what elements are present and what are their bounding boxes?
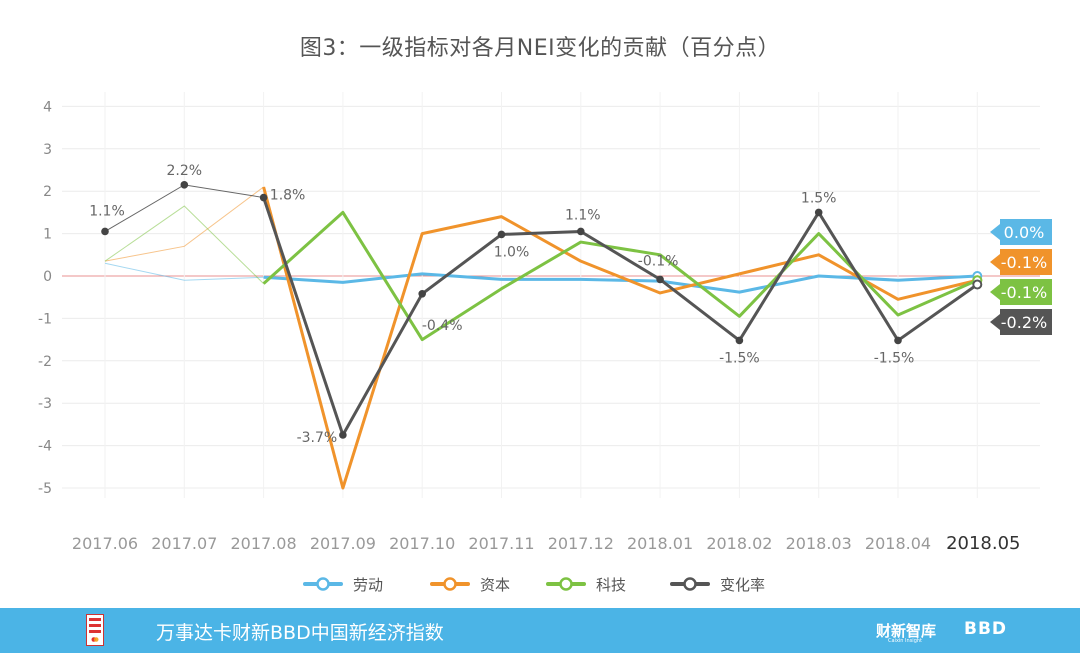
legend-label: 劳动 [353, 576, 383, 594]
legend-label: 科技 [596, 576, 626, 594]
series-line-资本-early [104, 186, 264, 262]
legend: 劳动 资本 科技 变化率 [303, 576, 765, 594]
series-line-科技-early [104, 205, 264, 284]
y-tick-label: 4 [43, 99, 52, 115]
y-tick-label: 2 [43, 184, 52, 200]
data-label: -1.5% [719, 350, 760, 366]
series-point [497, 230, 506, 239]
data-label: 1.8% [270, 188, 306, 204]
end-value-tag: 0.0% [990, 219, 1052, 245]
legend-label: 资本 [480, 576, 510, 594]
series-layer [101, 181, 983, 490]
data-label: -0.1% [638, 253, 679, 269]
series-point [735, 336, 744, 345]
y-tick-label: 3 [43, 142, 52, 158]
footer-title: 万事达卡财新BBD中国新经济指数 [156, 622, 444, 644]
end-label-layer: 0.0% -0.1% -0.1% -0.2% [990, 219, 1052, 335]
x-tick-label: 2018.04 [865, 534, 931, 553]
x-tick-label: 2017.06 [72, 534, 138, 553]
data-label: 2.2% [167, 163, 203, 179]
legend-swatch-marker [559, 577, 573, 591]
caixin-insight-logo: 财新智库 [876, 622, 937, 640]
end-value-tag-shape [990, 309, 1052, 335]
data-label: 1.0% [494, 244, 530, 260]
x-tick-label: 2018.01 [627, 534, 693, 553]
series-point [894, 336, 902, 345]
end-value-tag: -0.2% [990, 309, 1052, 335]
y-tick-label: -5 [38, 481, 52, 497]
axis-layer: 4 3 2 1 0 -1 -2 -3 -4 -5 2017.06 2017.07 2017.08 2017… [38, 99, 1020, 554]
y-tick-label: -2 [38, 354, 52, 370]
end-value-tag-shape [990, 279, 1052, 305]
end-value-tag-label: -0.2% [1001, 313, 1047, 332]
legend-swatch-marker [443, 577, 457, 591]
x-tick-label: 2017.07 [151, 534, 217, 553]
y-tick-label: -3 [38, 396, 52, 412]
footer-banner: 万事达卡财新BBD中国新经济指数 财新智库 Caixin Insight BBD [0, 608, 1080, 653]
x-tick-label: 2017.10 [389, 534, 455, 553]
legend-swatch-marker [316, 577, 330, 591]
data-label: 1.5% [801, 190, 837, 206]
data-label-layer: 1.1% 2.2% 1.8% -3.7% -0.4% 1.0% 1.1% -0.1% -1.5%… [89, 163, 914, 446]
series-line-变化率 [262, 197, 979, 437]
chart-title: 图3：一级指标对各月NEI变化的贡献（百分点） [299, 36, 781, 61]
x-tick-label: 2017.12 [548, 534, 614, 553]
series-point [577, 227, 585, 236]
line-chart: 4 3 2 1 0 -1 -2 -3 -4 -5 2017.06 2017.07 2017.08 2017… [38, 92, 1052, 594]
series-line-劳动-early [104, 262, 264, 281]
x-tick-label: 2018.05 [946, 533, 1020, 554]
series-line-资本 [262, 186, 978, 490]
x-tick-label: 2017.08 [231, 534, 297, 553]
end-value-tag: -0.1% [990, 249, 1052, 275]
index-card-logo [86, 614, 104, 646]
legend-item: 变化率 [670, 576, 765, 594]
y-tick-label: 1 [43, 227, 52, 243]
end-value-tag-label: -0.1% [1001, 253, 1047, 272]
bbd-logo: BBD [964, 619, 1008, 639]
series-point [259, 193, 268, 202]
data-label: -1.5% [874, 350, 915, 366]
data-label: 1.1% [89, 203, 125, 219]
x-tick-label: 2017.09 [310, 534, 376, 553]
series-point [814, 208, 823, 217]
y-tick-label: 0 [43, 269, 52, 285]
legend-item: 劳动 [303, 576, 383, 594]
series-end-marker [972, 279, 983, 290]
end-value-tag: -0.1% [990, 279, 1052, 305]
x-tick-label: 2018.03 [786, 534, 852, 553]
x-tick-label: 2017.11 [468, 534, 534, 553]
end-value-tag-shape [990, 219, 1052, 245]
series-point [101, 227, 109, 236]
end-value-tag-label: 0.0% [1004, 223, 1045, 242]
legend-label: 变化率 [720, 576, 765, 594]
legend-swatch-marker [683, 577, 697, 591]
end-value-tag-shape [990, 249, 1052, 275]
y-tick-label: -4 [38, 439, 52, 455]
series-point [180, 181, 189, 189]
series-point [656, 275, 664, 284]
mastercard-icon [91, 637, 99, 642]
x-tick-label: 2018.02 [706, 534, 772, 553]
series-point [418, 290, 427, 298]
data-label: -3.7% [297, 430, 338, 446]
data-label: -0.4% [422, 318, 463, 334]
end-value-tag-label: -0.1% [1001, 283, 1047, 302]
series-point [339, 431, 347, 439]
caixin-insight-subtitle: Caixin Insight [888, 638, 922, 644]
legend-item: 科技 [546, 576, 626, 594]
legend-item: 资本 [430, 576, 510, 594]
y-tick-label: -1 [38, 311, 52, 327]
data-label: 1.1% [565, 207, 601, 223]
